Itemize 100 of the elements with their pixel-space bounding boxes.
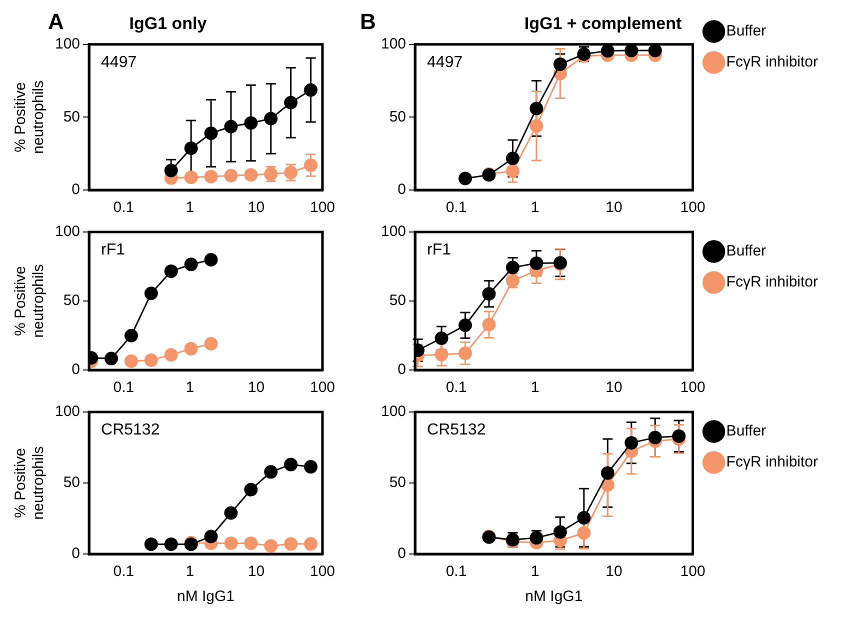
y-tick-label: 50	[63, 474, 80, 492]
point	[648, 44, 662, 58]
point	[506, 152, 520, 166]
point	[204, 126, 218, 140]
point	[224, 536, 238, 550]
x-tick-label: 100	[680, 563, 706, 580]
point	[164, 264, 178, 278]
x-tick-label: 10	[606, 563, 622, 580]
point	[244, 536, 258, 550]
y-tick-label: 0	[72, 361, 80, 378]
point	[458, 346, 472, 360]
y-tick-label: 50	[389, 292, 406, 310]
point	[530, 119, 544, 133]
point	[458, 318, 472, 332]
annotation: rF1	[101, 241, 126, 258]
point	[144, 537, 158, 551]
point	[482, 318, 496, 332]
y-tick-label: 100	[54, 403, 80, 420]
x-tick-label: 100	[310, 199, 335, 216]
point	[434, 332, 448, 346]
x-tick-label: 1	[530, 563, 540, 580]
y-tick-label: 0	[398, 181, 406, 198]
y-tick-label: 0	[72, 545, 80, 562]
point	[204, 252, 218, 266]
chart-title: IgG1 only	[129, 14, 208, 33]
x-tick-label: 10	[606, 379, 622, 396]
y-tick-label: 100	[380, 403, 406, 420]
legend-label: Buffer	[726, 422, 766, 440]
point	[577, 526, 591, 540]
point	[648, 430, 662, 444]
x-tick-label: 0.1	[446, 379, 467, 396]
annotation: 4497	[101, 54, 137, 71]
x-tick-label: 1	[530, 199, 540, 216]
point	[204, 530, 218, 544]
point	[284, 458, 298, 472]
point	[304, 537, 318, 551]
x-tick-label: 100	[680, 199, 706, 216]
point	[577, 511, 591, 525]
point	[600, 44, 614, 58]
x-axis-title: nM IgG1	[176, 588, 235, 606]
x-axis-title: nM IgG1	[525, 588, 583, 606]
point	[224, 168, 238, 182]
legend-label: Buffer	[726, 22, 766, 40]
point	[184, 170, 198, 184]
point	[553, 57, 567, 71]
y-tick-label: 50	[389, 474, 406, 492]
point	[530, 256, 544, 270]
point	[304, 460, 318, 474]
point	[553, 525, 567, 539]
point	[164, 164, 178, 178]
point	[264, 465, 278, 479]
point	[624, 44, 638, 58]
point	[124, 354, 138, 368]
point	[624, 436, 638, 450]
point	[434, 348, 448, 362]
x-tick-label: 1	[186, 379, 194, 396]
annotation: rF1	[427, 241, 452, 258]
y-tick-label: 50	[63, 108, 80, 126]
point	[184, 342, 198, 356]
point	[304, 83, 318, 97]
point	[184, 258, 198, 272]
point	[184, 141, 198, 155]
point	[304, 158, 318, 172]
point	[164, 537, 178, 551]
point	[224, 120, 238, 134]
x-tick-label: 1	[186, 563, 194, 580]
y-axis-title: % Positive neutrophils	[12, 446, 48, 520]
point	[144, 286, 158, 300]
point	[224, 506, 238, 520]
y-tick-label: 0	[398, 361, 406, 378]
point	[672, 429, 686, 443]
point	[264, 112, 278, 126]
y-tick-label: 100	[380, 223, 406, 240]
y-tick-label: 50	[63, 292, 80, 310]
y-axis-title: % Positive neutrophils	[12, 264, 48, 338]
point	[204, 170, 218, 184]
annotation: 4497	[427, 54, 463, 71]
y-axis-title: % Positive neutrophils	[12, 80, 48, 154]
x-tick-label: 10	[248, 199, 265, 216]
x-tick-label: 0.1	[113, 379, 134, 396]
point	[244, 116, 258, 130]
legend-label: Buffer	[726, 242, 766, 260]
point	[244, 168, 258, 182]
point	[104, 352, 118, 366]
x-tick-label: 100	[310, 563, 335, 580]
point	[144, 353, 158, 367]
point	[600, 466, 614, 480]
y-tick-label: 0	[398, 545, 406, 562]
legend-label: FcγR inhibitor	[726, 274, 818, 291]
point	[244, 482, 258, 496]
x-tick-label: 1	[186, 199, 194, 216]
x-tick-label: 10	[606, 199, 622, 216]
y-tick-label: 50	[389, 108, 406, 126]
point	[164, 348, 178, 362]
text: A	[48, 9, 64, 34]
y-tick-label: 100	[380, 36, 406, 53]
point	[264, 539, 278, 553]
annotation: CR5132	[101, 421, 160, 438]
y-tick-label: 100	[54, 36, 80, 53]
x-tick-label: 0.1	[446, 563, 467, 580]
